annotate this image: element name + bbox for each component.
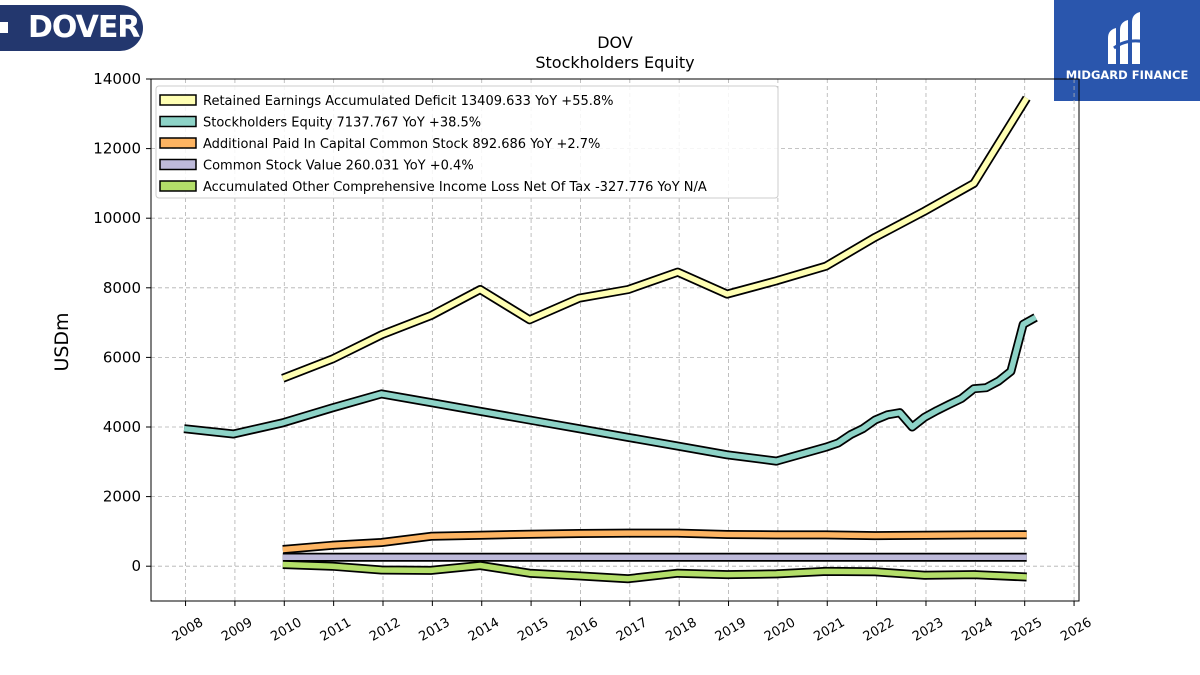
legend-swatch: [159, 115, 197, 128]
x-tick-label: 2022: [861, 615, 897, 645]
x-tick-label: 2015: [515, 615, 551, 645]
y-tick-label: 10000: [93, 209, 141, 227]
x-tick-label: 2021: [811, 615, 847, 645]
dover-logo-notch: [0, 22, 8, 33]
chart-title: DOV: [597, 33, 633, 52]
x-tick-label: 2008: [170, 615, 206, 645]
legend-swatch: [159, 137, 197, 149]
x-tick-label: 2019: [713, 615, 749, 645]
x-tick-label: 2010: [268, 615, 304, 645]
legend-swatch: [159, 158, 197, 171]
x-tick-label: 2009: [219, 615, 255, 645]
grid-lines: [151, 78, 1079, 601]
chart-subtitle: Stockholders Equity: [535, 53, 694, 72]
series-outline-1: [183, 313, 1038, 466]
legend-swatch: [159, 180, 197, 192]
legend-box: [155, 85, 779, 199]
midgard-monogram-icon: [1108, 12, 1147, 64]
x-tick-label: 2026: [1058, 615, 1094, 645]
legend-label: Common Stock Value 260.031 YoY +0.4%: [203, 159, 474, 174]
dover-logo: DOVER: [0, 5, 143, 51]
x-tick-label: 2017: [614, 615, 650, 645]
x-tick-label: 2014: [466, 615, 502, 645]
series-line-0: [281, 96, 1030, 381]
series-lines: [183, 95, 1038, 584]
y-tick-label: 6000: [103, 348, 141, 366]
x-tick-label: 2013: [417, 615, 453, 645]
midgard-logo-text: MIDGARD FINANCE: [1065, 68, 1189, 82]
y-tick-label: 8000: [103, 279, 141, 297]
legend-label: Accumulated Other Comprehensive Income L…: [203, 180, 707, 195]
y-tick-label: 2000: [103, 488, 141, 506]
series-line-4: [282, 561, 1027, 582]
series-line-1: [183, 314, 1037, 464]
legend-swatch: [159, 94, 197, 106]
legend-label: Retained Earnings Accumulated Deficit 13…: [203, 94, 614, 109]
y-tick-label: 12000: [93, 140, 141, 158]
x-tick-label: 2025: [1009, 615, 1045, 645]
legend-label: Additional Paid In Capital Common Stock …: [203, 137, 600, 152]
y-tick-label: 4000: [103, 418, 141, 436]
y-tick-label: 14000: [93, 70, 141, 88]
x-tick-label: 2024: [960, 615, 996, 645]
x-tick-label: 2011: [318, 615, 354, 645]
plot-frame: [150, 78, 1080, 602]
x-tick-label: 2016: [565, 615, 601, 645]
y-tick-label: 0: [131, 557, 141, 575]
x-tick-label: 2023: [910, 615, 946, 645]
midgard-finance-logo: MIDGARD FINANCE: [1054, 0, 1200, 101]
dover-logo-text: DOVER: [28, 10, 140, 45]
x-tick-label: 2012: [367, 615, 403, 645]
plot-border: [150, 78, 1080, 602]
legend: Retained Earnings Accumulated Deficit 13…: [155, 85, 779, 199]
legend-label: Stockholders Equity 7137.767 YoY +38.5%: [203, 116, 481, 131]
x-tick-label: 2018: [663, 615, 699, 645]
series-line-2: [282, 530, 1027, 553]
x-tick-label: 2020: [762, 615, 798, 645]
y-axis-label: USDm: [51, 312, 73, 371]
dover-logo-badge: [0, 5, 143, 51]
